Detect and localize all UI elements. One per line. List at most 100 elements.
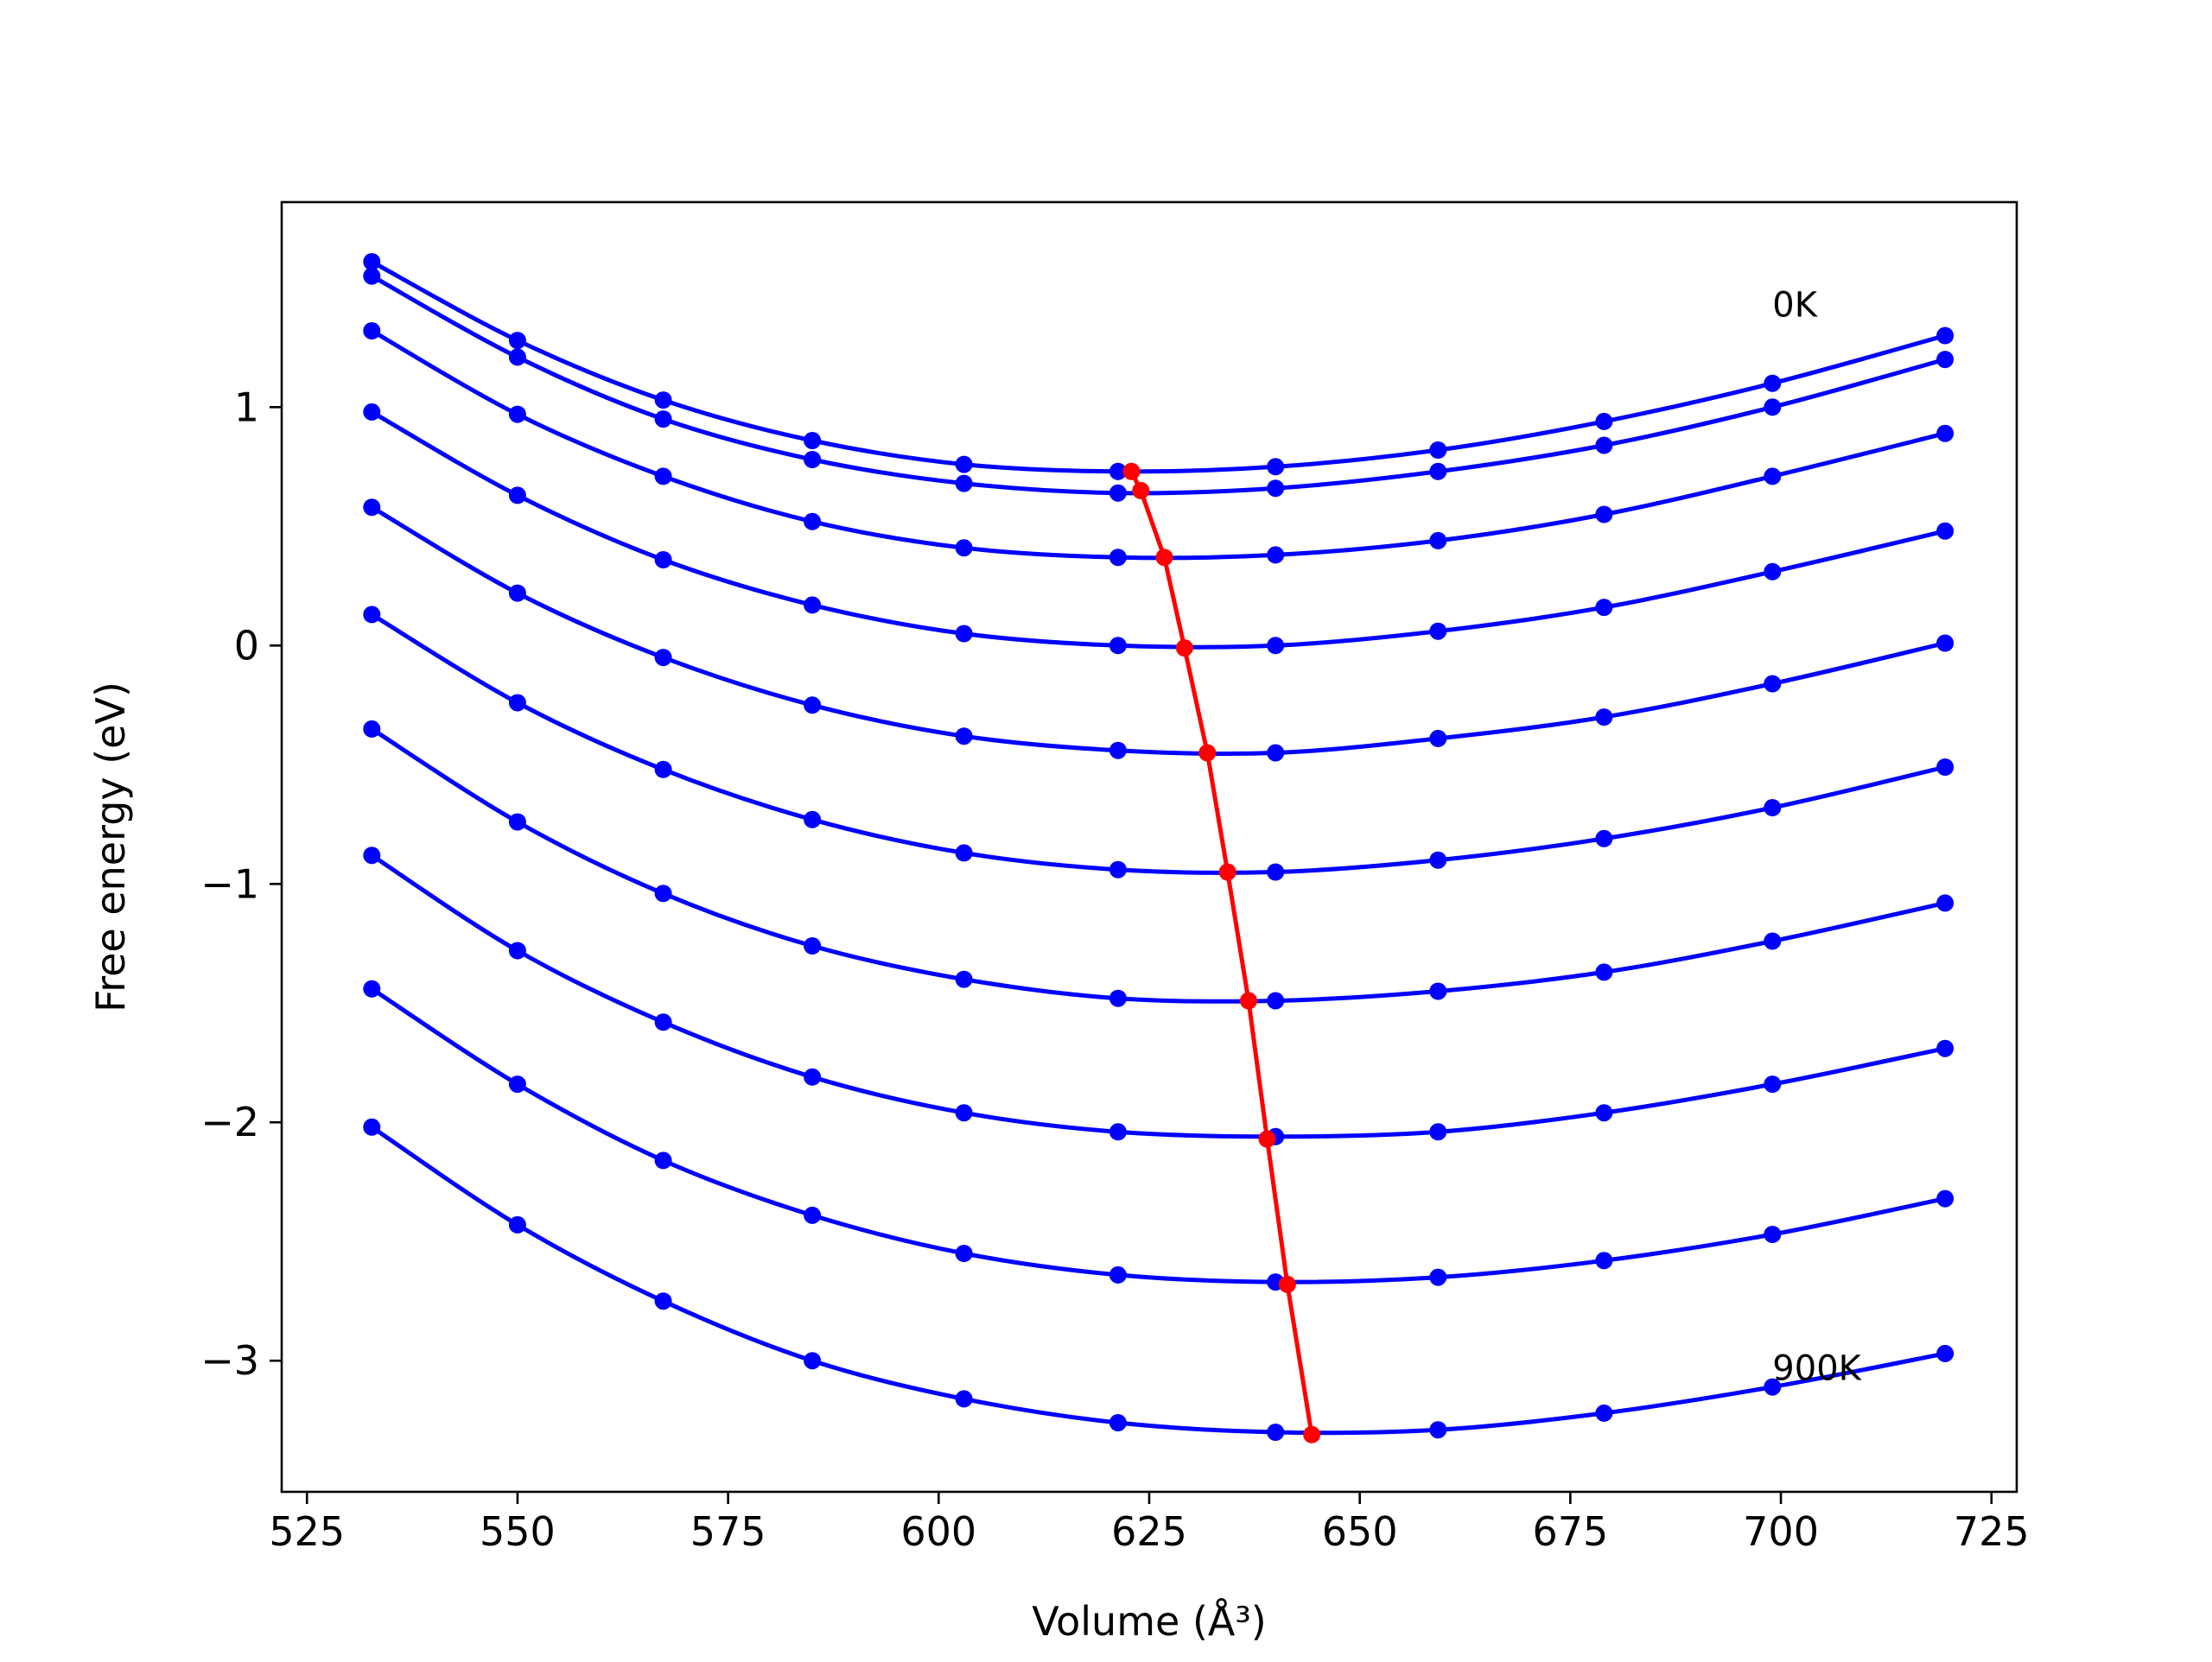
isotherm-point-5-5 [1109,860,1127,879]
isotherm-point-8-8 [1595,1252,1613,1270]
x-tick-label-2: 575 [690,1508,766,1555]
isotherm-point-5-7 [1429,851,1447,869]
x-tick-label-6: 675 [1532,1508,1608,1555]
isotherm-point-9-3 [804,1352,822,1370]
isotherm-point-6-0 [363,720,381,738]
isotherm-point-9-5 [1109,1414,1127,1431]
isotherm-point-9-7 [1429,1421,1447,1439]
isotherm-point-5-4 [955,844,973,862]
isotherm-point-6-6 [1267,992,1285,1010]
isotherm-point-8-4 [955,1245,973,1262]
isotherm-point-1-3 [804,451,822,468]
annotation-label-1: 900K [1772,1348,1862,1388]
isotherm-point-4-3 [804,696,822,714]
isotherm-point-6-9 [1764,932,1782,950]
x-axis-label: Volume (Å³) [1032,1598,1267,1645]
isotherm-point-3-7 [1429,622,1447,640]
isotherm-point-4-10 [1936,634,1955,652]
isotherm-point-6-3 [804,937,822,955]
isotherm-point-5-8 [1595,829,1613,847]
isotherm-point-5-9 [1764,799,1782,816]
isotherm-point-3-1 [508,486,526,504]
isotherm-point-2-10 [1936,424,1955,442]
isotherm-point-2-3 [804,512,822,530]
minimum-path-point-5 [1218,863,1236,881]
isotherm-point-1-9 [1764,398,1782,416]
isotherm-point-9-9 [1764,1378,1782,1396]
isotherm-point-8-10 [1936,1189,1955,1208]
y-axis-label: Free energy (eV) [87,682,134,1012]
minimum-path-line [1129,470,1314,1436]
isotherm-point-7-7 [1429,1123,1447,1141]
isotherm-point-3-10 [1936,522,1955,540]
isotherm-point-3-4 [955,625,973,643]
isotherm-point-5-2 [654,760,672,778]
minimum-path-point-1 [1132,481,1150,499]
isotherm-point-0-4 [955,455,973,473]
isotherm-point-4-4 [955,727,973,745]
isotherm-point-2-2 [654,467,672,485]
isotherm-point-5-6 [1267,863,1285,881]
isotherm-point-4-2 [654,649,672,667]
isotherm-point-5-1 [508,694,526,712]
isotherm-point-2-0 [363,322,381,339]
minimum-path-point-4 [1198,744,1217,762]
isotherm-point-2-8 [1595,505,1613,523]
isotherm-point-6-1 [508,813,526,831]
isotherm-point-9-4 [955,1390,973,1408]
isotherm-point-6-4 [955,970,973,988]
isotherm-point-2-6 [1267,546,1285,564]
isotherm-point-6-5 [1109,989,1127,1007]
isotherm-point-7-8 [1595,1104,1613,1122]
isotherm-point-4-6 [1267,744,1285,762]
isotherm-point-1-8 [1595,436,1613,454]
minimum-path-point-3 [1175,639,1193,657]
y-tick-label-0: −3 [200,1337,259,1384]
isotherm-point-8-7 [1429,1268,1447,1286]
isotherm-point-7-3 [804,1068,822,1086]
isotherm-point-1-6 [1267,479,1285,498]
isotherm-point-3-0 [363,403,381,421]
isotherm-point-0-7 [1429,441,1447,459]
isotherm-point-7-5 [1109,1123,1127,1141]
isotherm-point-0-1 [508,332,526,350]
x-tick-label-5: 650 [1322,1508,1398,1555]
x-tick-label-1: 550 [480,1508,556,1555]
isotherm-point-0-5 [1109,462,1127,480]
isotherm-point-3-2 [654,551,672,568]
isotherm-point-6-7 [1429,982,1447,1000]
isotherm-point-9-8 [1595,1404,1613,1422]
minimum-path-point-6 [1240,992,1257,1010]
isotherm-point-8-9 [1764,1226,1782,1243]
isotherm-point-7-0 [363,847,381,865]
isotherm-point-7-2 [654,1013,672,1031]
isotherm-point-8-3 [804,1206,822,1224]
y-tick-label-4: 1 [234,384,259,430]
isotherm-point-7-9 [1764,1075,1782,1094]
isotherm-point-4-5 [1109,741,1127,759]
minimum-path-point-8 [1278,1275,1296,1293]
x-tick-label-4: 625 [1111,1508,1187,1555]
y-tick-label-2: −1 [200,860,259,907]
isotherm-point-4-7 [1429,729,1447,747]
minimum-path-point-7 [1258,1130,1276,1148]
isotherm-point-7-1 [508,942,526,960]
minimum-path-point-9 [1303,1425,1321,1443]
isotherm-point-9-6 [1267,1424,1285,1441]
isotherm-point-9-0 [363,1118,381,1136]
isotherm-point-5-0 [363,606,381,624]
isotherm-point-2-5 [1109,549,1127,567]
x-tick-label-3: 600 [900,1508,976,1555]
isotherm-point-0-6 [1267,458,1285,476]
isotherm-point-2-9 [1764,467,1782,485]
isotherm-point-1-7 [1429,462,1447,480]
isotherm-point-4-9 [1764,675,1782,693]
x-tick-label-0: 525 [269,1508,345,1555]
isotherm-point-0-8 [1595,412,1613,430]
x-tick-label-8: 725 [1954,1508,2030,1555]
isotherm-point-1-2 [654,410,672,428]
isotherm-point-1-1 [508,348,526,366]
isotherm-point-1-0 [363,267,381,285]
isotherm-point-3-9 [1764,562,1782,580]
